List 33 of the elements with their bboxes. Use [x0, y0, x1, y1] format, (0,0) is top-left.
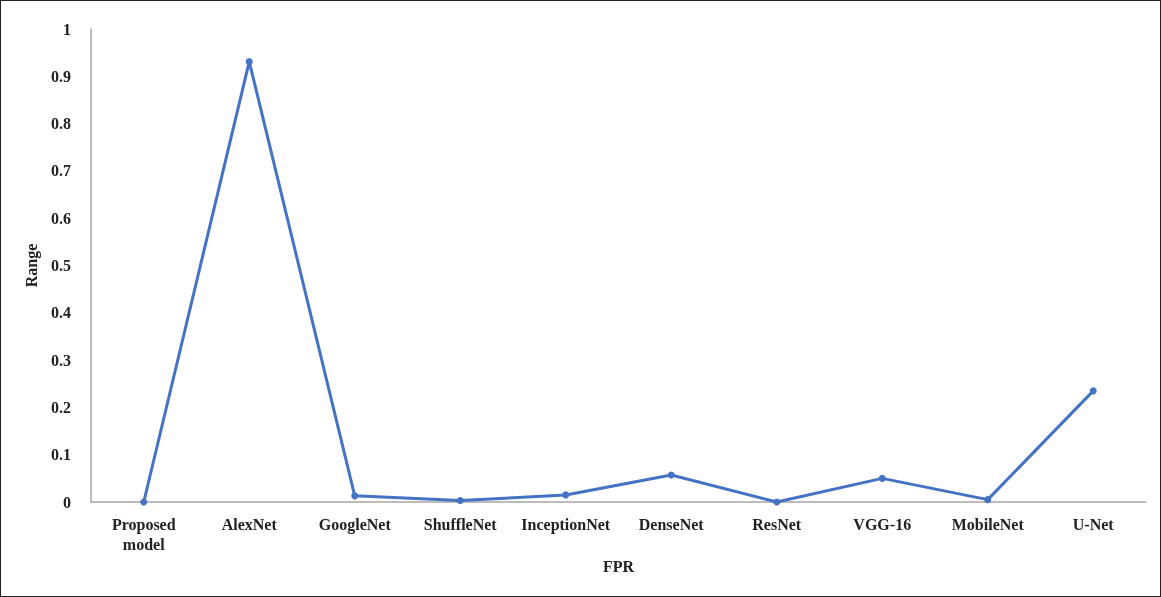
x-tick-label: Proposed model [111, 515, 176, 553]
x-tick-label: VGG-16 [853, 515, 912, 533]
x-tick-label: DenseNet [638, 515, 705, 533]
y-tick-label: 1 [63, 20, 71, 38]
y-tick-label: 0.8 [51, 115, 71, 133]
x-tick-label: AlexNet [221, 515, 278, 533]
point [456, 497, 464, 505]
x-tick-label: MobileNet [951, 515, 1025, 533]
y-tick-label: 0.2 [51, 398, 71, 416]
y-tick-label: 0 [63, 493, 71, 511]
x-tick-label: ShuffleNet [423, 515, 498, 533]
x-tick-label: GoogleNet [318, 515, 392, 534]
y-axis-title: Range [22, 243, 41, 288]
x-tick-label: U-Net [1072, 515, 1115, 533]
point [773, 498, 781, 506]
point [667, 471, 675, 479]
y-tick-label: 0.4 [51, 304, 71, 322]
y-tick-label: 0.7 [51, 162, 71, 180]
y-tick-label: 0.9 [51, 67, 71, 85]
y-tick-label: 0.3 [51, 351, 71, 369]
x-tick-label: InceptionNet [521, 515, 611, 534]
x-axis-title: FPR [602, 558, 635, 576]
y-tick-label: 0.5 [51, 257, 71, 274]
point [245, 58, 253, 66]
point [140, 498, 148, 506]
point [878, 474, 886, 482]
point [351, 492, 359, 500]
point [984, 496, 992, 504]
point [1089, 387, 1097, 395]
point [562, 491, 570, 499]
y-tick-label: 0.1 [51, 446, 71, 464]
y-tick-label: 0.6 [51, 209, 71, 227]
x-tick-label: ResNet [752, 515, 802, 533]
